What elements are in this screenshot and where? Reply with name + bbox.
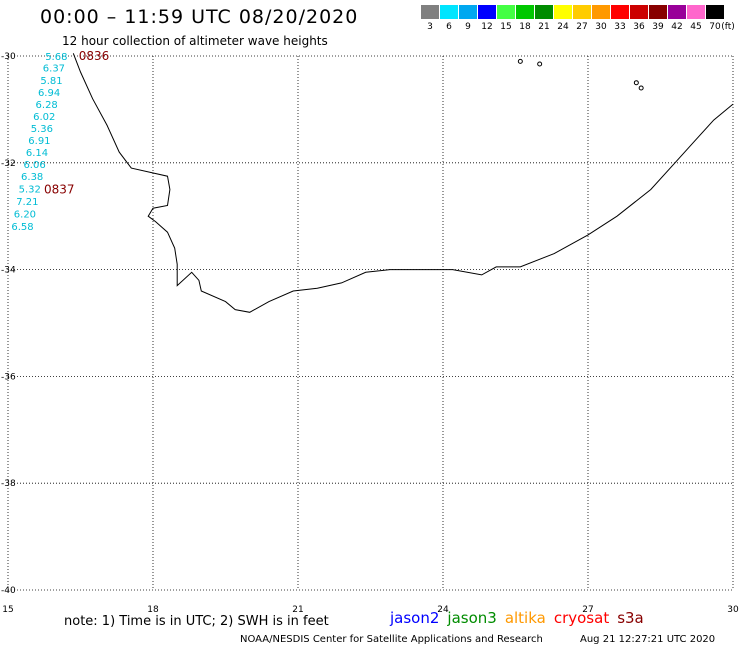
scale-label: 30	[595, 22, 607, 32]
timestamp: Aug 21 12:27:21 UTC 2020	[580, 634, 716, 645]
lat-tick-label: -40	[1, 586, 16, 596]
island-outline	[517, 58, 523, 64]
credit-text: NOAA/NESDIS Center for Satellite Applica…	[240, 634, 543, 645]
swh-value: 6.37	[43, 64, 65, 75]
scale-swatch-70	[706, 5, 724, 19]
lon-tick-label: 24	[437, 605, 449, 615]
scale-swatch-27	[573, 5, 591, 19]
lon-tick-label: 21	[292, 605, 303, 615]
swh-value: 5.36	[31, 124, 53, 135]
lat-tick-label: -32	[1, 159, 16, 169]
scale-unit: (ft)	[721, 22, 735, 32]
scale-label: 6	[446, 22, 452, 32]
scale-swatch-42	[668, 5, 686, 19]
graticule	[7, 55, 734, 591]
swh-value: 6.38	[21, 172, 43, 183]
swh-observations: 5.686.375.816.946.286.025.366.916.146.06…	[11, 49, 109, 233]
scale-label: 33	[614, 22, 626, 32]
swh-value: 5.68	[45, 52, 67, 63]
lon-tick-label: 30	[727, 605, 739, 615]
scale-swatch-9	[459, 5, 477, 19]
satellite-cryosat: cryosat	[553, 609, 610, 627]
island-outline	[633, 80, 639, 86]
scale-label: 42	[671, 22, 683, 32]
scale-swatch-24	[554, 5, 572, 19]
pass-time-label: 0837	[44, 183, 75, 197]
satellite-s3a: s3a	[617, 609, 644, 627]
axis-labels: 15 18 21 24 27 30 -30 -32 -34 -36 -38 -40	[1, 52, 739, 615]
swh-value: 7.21	[16, 197, 38, 208]
scale-label: 9	[465, 22, 471, 32]
coastline-path	[72, 53, 734, 313]
scale-swatch-36	[630, 5, 648, 19]
lon-tick-label: 15	[2, 605, 13, 615]
swh-value: 6.91	[28, 136, 50, 147]
scale-label: 24	[557, 22, 569, 32]
swh-value: 6.02	[33, 112, 55, 123]
scale-swatch-3	[421, 5, 439, 19]
scale-swatch-33	[611, 5, 629, 19]
map-title: 00:00 – 11:59 UTC 08/20/2020	[40, 6, 359, 28]
swh-value: 6.06	[23, 160, 45, 171]
scale-swatch-45	[687, 5, 705, 19]
scale-label: 15	[500, 22, 512, 32]
scale-label: 70	[709, 22, 721, 32]
lat-tick-label: -38	[1, 479, 16, 489]
scale-label: 21	[538, 22, 550, 32]
swh-value: 5.81	[40, 76, 62, 87]
scale-swatch-39	[649, 5, 667, 19]
credit-line: NOAA/NESDIS Center for Satellite Applica…	[240, 634, 715, 645]
swh-value: 6.20	[14, 210, 36, 221]
satellite-legend: jason2 jason3 altika cryosat s3a	[390, 609, 652, 627]
scale-label: 18	[519, 22, 531, 32]
map-subtitle: 12 hour collection of altimeter wave hei…	[62, 34, 328, 48]
scale-label: 39	[652, 22, 664, 32]
swh-value: 6.14	[26, 148, 48, 159]
swh-value: 6.58	[11, 222, 33, 233]
swh-value: 5.32	[19, 184, 41, 195]
scale-swatch-6	[440, 5, 458, 19]
lat-tick-label: -34	[1, 266, 16, 276]
scale-swatch-15	[497, 5, 515, 19]
swh-value: 6.94	[38, 88, 60, 99]
satellite-jason2: jason2	[390, 609, 440, 627]
satellite-altika: altika	[504, 609, 546, 627]
scale-swatch-18	[516, 5, 534, 19]
scale-swatch-30	[592, 5, 610, 19]
lon-tick-label: 18	[147, 605, 159, 615]
lat-tick-label: -36	[1, 372, 16, 382]
pass-time-label: 0836	[79, 49, 110, 63]
scale-label: 12	[481, 22, 493, 32]
island-outline	[537, 61, 543, 67]
scale-swatch-21	[535, 5, 553, 19]
scale-label: 45	[690, 22, 702, 32]
swh-value: 6.28	[36, 100, 58, 111]
scale-label: 27	[576, 22, 588, 32]
lat-tick-label: -30	[1, 52, 16, 62]
scale-label: 36	[633, 22, 645, 32]
lon-tick-label: 27	[582, 605, 593, 615]
footnote: note: 1) Time is in UTC; 2) SWH is in fe…	[64, 614, 329, 629]
coastline	[72, 53, 734, 313]
satellite-jason3: jason3	[447, 609, 497, 627]
scale-label: 3	[427, 22, 433, 32]
island-outline	[638, 85, 644, 91]
scale-swatch-12	[478, 5, 496, 19]
